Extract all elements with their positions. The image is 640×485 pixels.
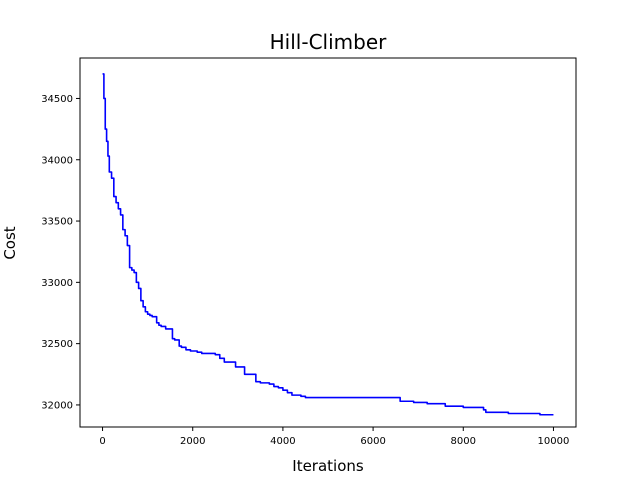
y-axis-label: Cost	[1, 226, 19, 259]
y-tick-label: 32000	[41, 400, 73, 411]
x-axis-label: Iterations	[292, 457, 364, 475]
y-tick-label: 33000	[41, 278, 73, 289]
x-tick-label: 10000	[538, 436, 570, 447]
cost-series-line	[102, 73, 554, 416]
x-tick-label: 2000	[180, 436, 205, 447]
y-tick-label: 32500	[41, 339, 73, 350]
chart-title: Hill-Climber	[270, 30, 387, 54]
x-tick-label: 8000	[451, 436, 476, 447]
y-tick-label: 34000	[41, 155, 73, 166]
x-axis: 0 2000 4000 6000 8000 10000	[99, 427, 569, 447]
y-tick-label: 33500	[41, 217, 73, 228]
x-tick-label: 6000	[360, 436, 385, 447]
x-tick-label: 0	[99, 436, 105, 447]
y-tick-label: 34500	[41, 94, 73, 105]
series-layer	[102, 73, 554, 416]
y-axis: 32000 32500 33000 33500 34000 34500	[41, 94, 80, 411]
plot-area-frame	[79, 57, 577, 428]
x-tick-label: 4000	[270, 436, 295, 447]
